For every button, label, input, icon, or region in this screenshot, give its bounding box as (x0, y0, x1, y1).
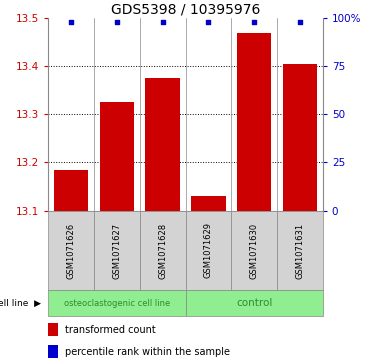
Text: GSM1071626: GSM1071626 (67, 223, 76, 278)
Title: GDS5398 / 10395976: GDS5398 / 10395976 (111, 3, 260, 17)
Bar (186, 211, 231, 290)
Bar (283, 64, 317, 211)
Bar (48, 211, 94, 290)
Text: GSM1071630: GSM1071630 (250, 223, 259, 278)
Bar (100, 102, 134, 211)
Bar (48, 323, 58, 336)
Bar (191, 196, 226, 211)
Text: GSM1071631: GSM1071631 (295, 223, 304, 278)
Point (160, 19, 165, 24)
Bar (54, 170, 88, 211)
Text: GSM1071628: GSM1071628 (158, 223, 167, 278)
Text: control: control (236, 298, 272, 308)
Bar (277, 211, 323, 290)
Point (206, 19, 211, 24)
Text: GSM1071627: GSM1071627 (112, 223, 121, 278)
Text: cell line  ▶: cell line ▶ (0, 299, 41, 307)
Bar (237, 33, 271, 211)
Bar (145, 78, 180, 211)
Text: transformed count: transformed count (65, 325, 156, 335)
Text: percentile rank within the sample: percentile rank within the sample (65, 347, 230, 356)
Point (297, 19, 303, 24)
Point (114, 19, 120, 24)
Text: GSM1071629: GSM1071629 (204, 223, 213, 278)
Point (68, 19, 74, 24)
Bar (231, 211, 277, 290)
Bar (48, 345, 58, 358)
Bar (48, 290, 186, 316)
Text: osteoclastogenic cell line: osteoclastogenic cell line (64, 299, 170, 307)
Point (251, 19, 257, 24)
Bar (186, 290, 323, 316)
Bar (140, 211, 186, 290)
Bar (94, 211, 140, 290)
